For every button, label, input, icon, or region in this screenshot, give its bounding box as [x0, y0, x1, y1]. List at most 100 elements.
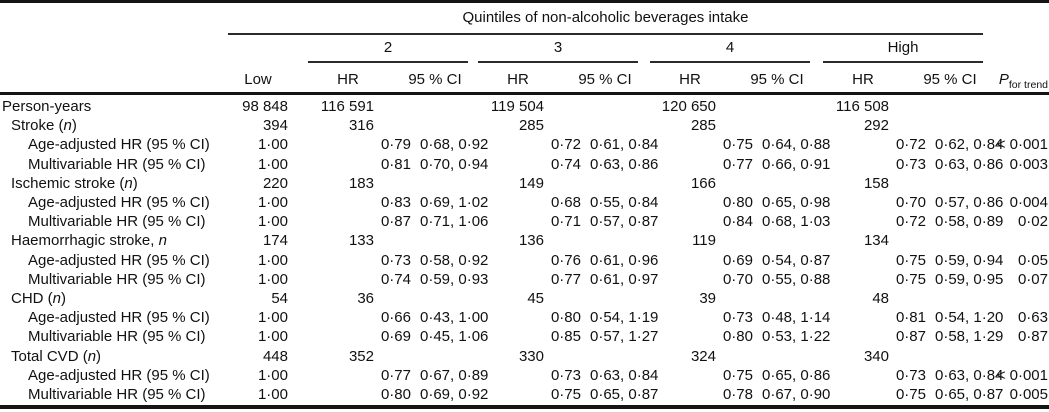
cell-n: 183	[348, 174, 374, 192]
cell-p: < 0·001	[996, 366, 1048, 384]
cell-ci: 0·59, 0·95	[935, 270, 1004, 288]
cell-ci: 0·57, 1·27	[590, 328, 659, 346]
table-row: Stroke (n) 394 316 285 285 292	[0, 116, 1049, 135]
column-header-hr: HR	[507, 71, 529, 88]
cell-low: 1·00	[257, 251, 288, 269]
cell-low: 1·00	[257, 328, 288, 346]
cell-ci: 0·67, 0·89	[420, 366, 489, 384]
column-header-hr: HR	[679, 71, 701, 88]
top-rule	[0, 0, 1049, 3]
column-header-hr: HR	[852, 71, 874, 88]
row-label: Stroke (n)	[11, 117, 77, 135]
table-row: Age-adjusted HR (95 % CI) 1·00 0·73 0·58, 0…	[0, 251, 1049, 270]
cell-n: 36	[357, 290, 374, 307]
row-label: Age-adjusted HR (95 % CI)	[28, 366, 210, 384]
cell-hr: 0·75	[895, 270, 926, 288]
cell-p: < 0·001	[996, 136, 1048, 154]
cell-ci: 0·65, 0·87	[590, 386, 659, 403]
cell-ci: 0·45, 1·06	[420, 328, 489, 346]
cell-hr: 0·75	[722, 136, 753, 154]
cell-ci: 0·63, 0·84	[590, 366, 659, 384]
cell-n: 340	[863, 347, 889, 365]
cell-hr: 0·69	[722, 251, 753, 269]
cell-hr: 0·76	[550, 251, 581, 269]
table-row: CHD (n) 54 36 45 39 48	[0, 289, 1049, 308]
cell-hr: 0·85	[550, 328, 581, 346]
cell-hr: 0·87	[380, 213, 411, 231]
cell-hr: 0·81	[895, 309, 926, 327]
cell-p: 0·05	[1017, 251, 1048, 269]
cell-ci: 0·61, 0·84	[590, 136, 659, 154]
table-row: Total CVD (n) 448 352 330 324 340	[0, 347, 1049, 366]
column-group-rule	[228, 33, 983, 35]
column-header-ci: 95 % CI	[750, 71, 804, 88]
cell-ci: 0·57, 0·87	[590, 213, 659, 231]
cell-ci: 0·67, 0·90	[762, 386, 831, 403]
cell-hr: 0·84	[722, 213, 753, 231]
cell-low: 1·00	[257, 194, 288, 211]
cell-low: 1·00	[257, 386, 288, 403]
cell-hr: 0·73	[380, 251, 411, 269]
cell-hr: 0·75	[895, 251, 926, 269]
table-row: Age-adjusted HR (95 % CI) 1·00 0·79 0·68, 0…	[0, 135, 1049, 154]
cell-ci: 0·70, 0·94	[420, 155, 489, 173]
cell-n: 158	[863, 174, 889, 192]
row-label: Multivariable HR (95 % CI)	[28, 270, 206, 288]
cell-ci: 0·64, 0·88	[762, 136, 831, 154]
table-row: Multivariable HR (95 % CI) 1·00 0·81 0·70, …	[0, 155, 1049, 174]
column-header-ci: 95 % CI	[923, 71, 977, 88]
group-header-3: 3	[553, 39, 563, 56]
cell-hr: 0·87	[895, 328, 926, 346]
cell-p: 0·003	[1009, 155, 1048, 173]
cell-hr: 0·71	[550, 213, 581, 231]
cell-n: 330	[518, 347, 544, 365]
cell-low: 1·00	[257, 270, 288, 288]
cell-ci: 0·61, 0·97	[590, 270, 659, 288]
row-label: Age-adjusted HR (95 % CI)	[28, 194, 210, 211]
cell-hr: 0·77	[722, 155, 753, 173]
cell-hr: 0·68	[550, 194, 581, 211]
cell-low: 1·00	[257, 366, 288, 384]
column-header-p-for-trend: Pfor trend	[963, 70, 1048, 90]
cell-hr: 0·80	[722, 328, 753, 346]
table-row: Multivariable HR (95 % CI) 1·00 0·80 0·69, …	[0, 385, 1049, 404]
cell-hr: 0·72	[550, 136, 581, 154]
header-bottom-rule	[0, 92, 1049, 95]
cell-ci: 0·55, 0·84	[590, 194, 659, 211]
column-group-title: Quintiles of non-alcoholic beverages int…	[462, 9, 749, 26]
cell-hr: 0·74	[380, 270, 411, 288]
cell-ci: 0·65, 0·86	[762, 366, 831, 384]
cell-n: 292	[863, 117, 889, 135]
cell-ci: 0·61, 0·96	[590, 251, 659, 269]
cell-ci: 0·65, 0·87	[935, 386, 1004, 403]
cell-ci: 0·69, 0·92	[420, 386, 489, 403]
cell-low: 448	[262, 347, 288, 365]
cell-n: 149	[518, 174, 544, 192]
row-label: Multivariable HR (95 % CI)	[28, 328, 206, 346]
row-label: Person-years	[2, 98, 92, 115]
group-header-rule	[478, 61, 638, 63]
cell-hr: 0·75	[895, 386, 926, 403]
row-label: Multivariable HR (95 % CI)	[28, 386, 206, 403]
cell-n: 39	[699, 290, 716, 307]
cell-ci: 0·68, 1·03	[762, 213, 831, 231]
table-row: Haemorrhagic stroke, n 174 133 136 119 134	[0, 231, 1049, 250]
cell-hr: 0·75	[550, 386, 581, 403]
cell-hr: 0·73	[550, 366, 581, 384]
cell-low: 98 848	[242, 98, 288, 115]
table-row: Multivariable HR (95 % CI) 1·00 0·74 0·59, …	[0, 270, 1049, 289]
cell-low: 1·00	[257, 309, 288, 327]
cell-ci: 0·54, 1·20	[935, 309, 1004, 327]
cell-n: 116 508	[835, 98, 889, 115]
cell-low: 220	[262, 174, 288, 192]
cell-hr: 0·77	[550, 270, 581, 288]
cell-n: 120 650	[661, 98, 716, 115]
cell-hr: 0·72	[895, 213, 926, 231]
cell-ci: 0·63, 0·86	[935, 155, 1004, 173]
cell-hr: 0·73	[722, 309, 753, 327]
group-header-rule	[650, 61, 810, 63]
cell-ci: 0·58, 0·92	[420, 251, 489, 269]
cell-hr: 0·66	[380, 309, 411, 327]
cell-p: 0·87	[1017, 328, 1048, 346]
